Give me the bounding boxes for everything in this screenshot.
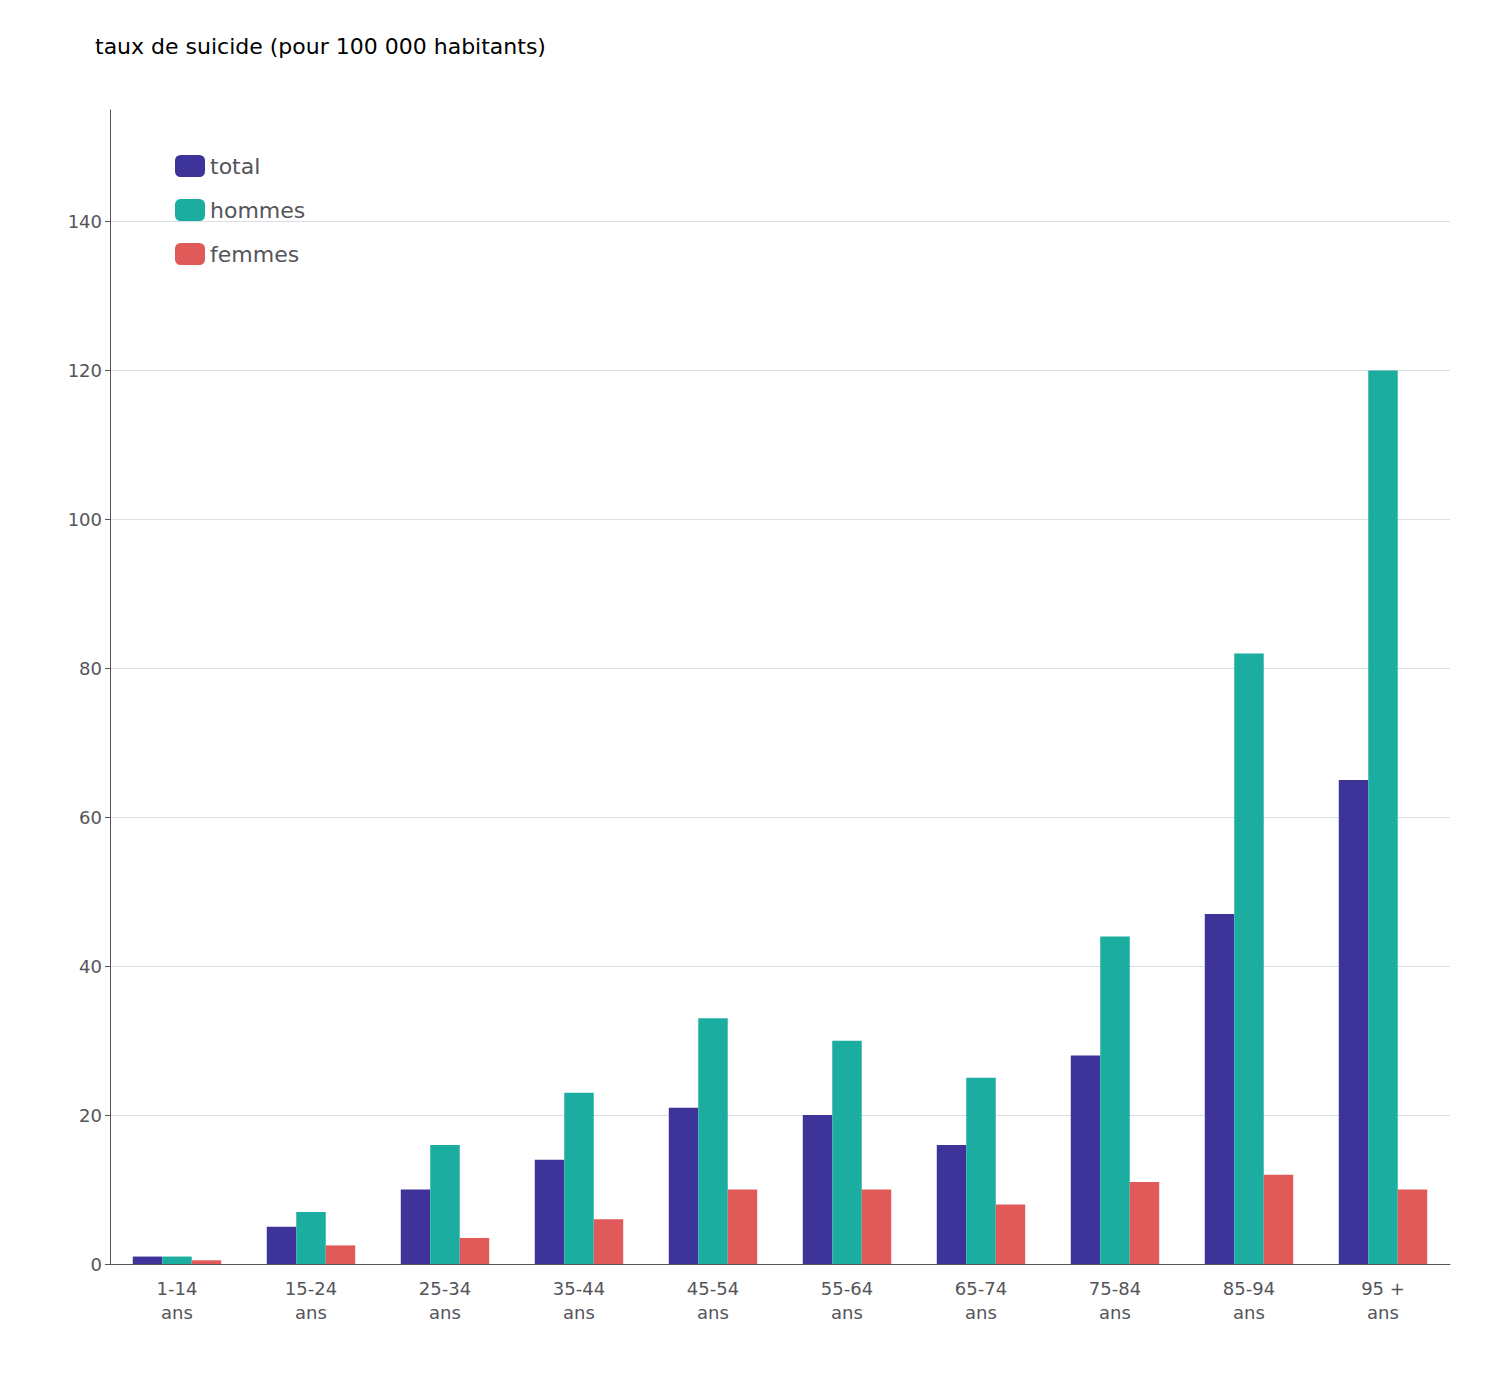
- svg-text:20: 20: [79, 1105, 102, 1126]
- svg-text:25-34: 25-34: [419, 1278, 471, 1299]
- svg-text:65-74: 65-74: [955, 1278, 1007, 1299]
- svg-text:femmes: femmes: [210, 242, 299, 267]
- svg-text:ans: ans: [1367, 1302, 1399, 1323]
- svg-text:ans: ans: [697, 1302, 729, 1323]
- svg-text:ans: ans: [563, 1302, 595, 1323]
- svg-text:45-54: 45-54: [687, 1278, 739, 1299]
- svg-text:95 +: 95 +: [1361, 1278, 1405, 1299]
- svg-text:total: total: [210, 154, 260, 179]
- svg-text:60: 60: [79, 807, 102, 828]
- svg-text:100: 100: [68, 509, 102, 530]
- svg-text:120: 120: [68, 360, 102, 381]
- svg-text:75-84: 75-84: [1089, 1278, 1141, 1299]
- svg-text:ans: ans: [1233, 1302, 1265, 1323]
- svg-text:15-24: 15-24: [285, 1278, 337, 1299]
- svg-text:35-44: 35-44: [553, 1278, 605, 1299]
- svg-text:hommes: hommes: [210, 198, 305, 223]
- svg-text:1-14: 1-14: [157, 1278, 198, 1299]
- svg-text:80: 80: [79, 658, 102, 679]
- svg-text:40: 40: [79, 956, 102, 977]
- svg-text:140: 140: [68, 211, 102, 232]
- svg-text:55-64: 55-64: [821, 1278, 873, 1299]
- svg-text:ans: ans: [161, 1302, 193, 1323]
- svg-text:ans: ans: [831, 1302, 863, 1323]
- svg-text:ans: ans: [295, 1302, 327, 1323]
- svg-text:ans: ans: [965, 1302, 997, 1323]
- svg-text:85-94: 85-94: [1223, 1278, 1275, 1299]
- svg-text:taux de suicide (pour 100 000: taux de suicide (pour 100 000 habitants): [95, 34, 546, 59]
- svg-text:ans: ans: [429, 1302, 461, 1323]
- svg-text:ans: ans: [1099, 1302, 1131, 1323]
- svg-text:0: 0: [91, 1254, 102, 1275]
